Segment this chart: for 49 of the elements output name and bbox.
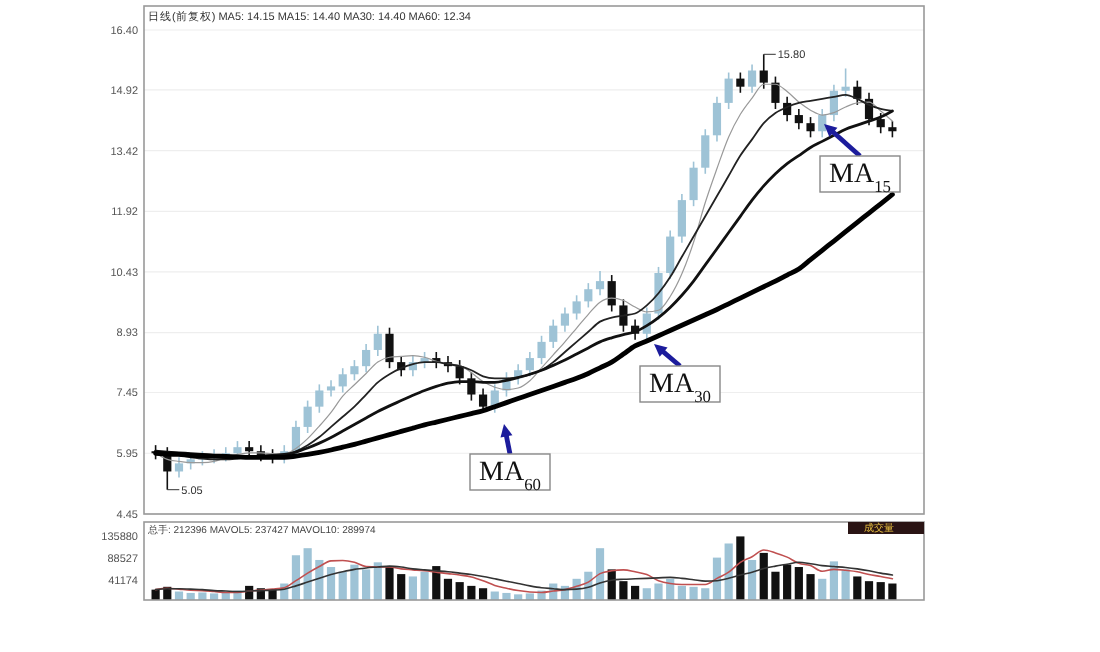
candlestick (607, 274, 616, 313)
bar (841, 569, 850, 600)
candlestick (747, 63, 757, 94)
bar (478, 588, 488, 600)
candlestick (666, 229, 675, 280)
candlestick (806, 116, 815, 139)
annotation: MA$_{30}$ (649, 370, 711, 405)
candlestick (362, 343, 371, 374)
bar (818, 578, 827, 600)
bar (853, 576, 862, 600)
candlestick (701, 128, 710, 175)
candlestick (724, 71, 733, 110)
bar (724, 543, 733, 600)
annotation: MA$_{15}$ (829, 160, 891, 195)
candlestick (385, 326, 394, 369)
candlestick (549, 318, 558, 349)
candlestick (303, 399, 312, 434)
candlestick (759, 53, 768, 90)
candlestick (595, 270, 605, 297)
candlestick (712, 96, 722, 143)
candlestick (525, 351, 534, 378)
bar (747, 559, 757, 600)
candlestick (373, 324, 382, 357)
candlestick (771, 75, 780, 110)
bar (373, 562, 382, 600)
candlestick (174, 456, 184, 479)
candlestick (326, 379, 336, 398)
bar (326, 567, 336, 600)
candlestick (736, 71, 745, 94)
line-series (154, 561, 894, 593)
candlestick (584, 282, 593, 309)
candlestick (689, 160, 698, 207)
candlestick (572, 294, 581, 321)
bar (829, 561, 839, 600)
candlestick (338, 367, 347, 394)
candlestick (619, 298, 628, 333)
annotation: MA$_{60}$ (479, 458, 541, 493)
bar (443, 578, 453, 600)
bar (864, 581, 874, 600)
candlestick (677, 193, 686, 244)
bar (736, 536, 745, 600)
candlestick (794, 108, 803, 131)
candlestick (818, 108, 827, 139)
candlestick (560, 306, 570, 333)
candlestick (537, 334, 546, 365)
bar (595, 548, 605, 600)
candlestick (315, 383, 324, 414)
candlestick (841, 67, 850, 98)
candlestick (350, 359, 359, 382)
